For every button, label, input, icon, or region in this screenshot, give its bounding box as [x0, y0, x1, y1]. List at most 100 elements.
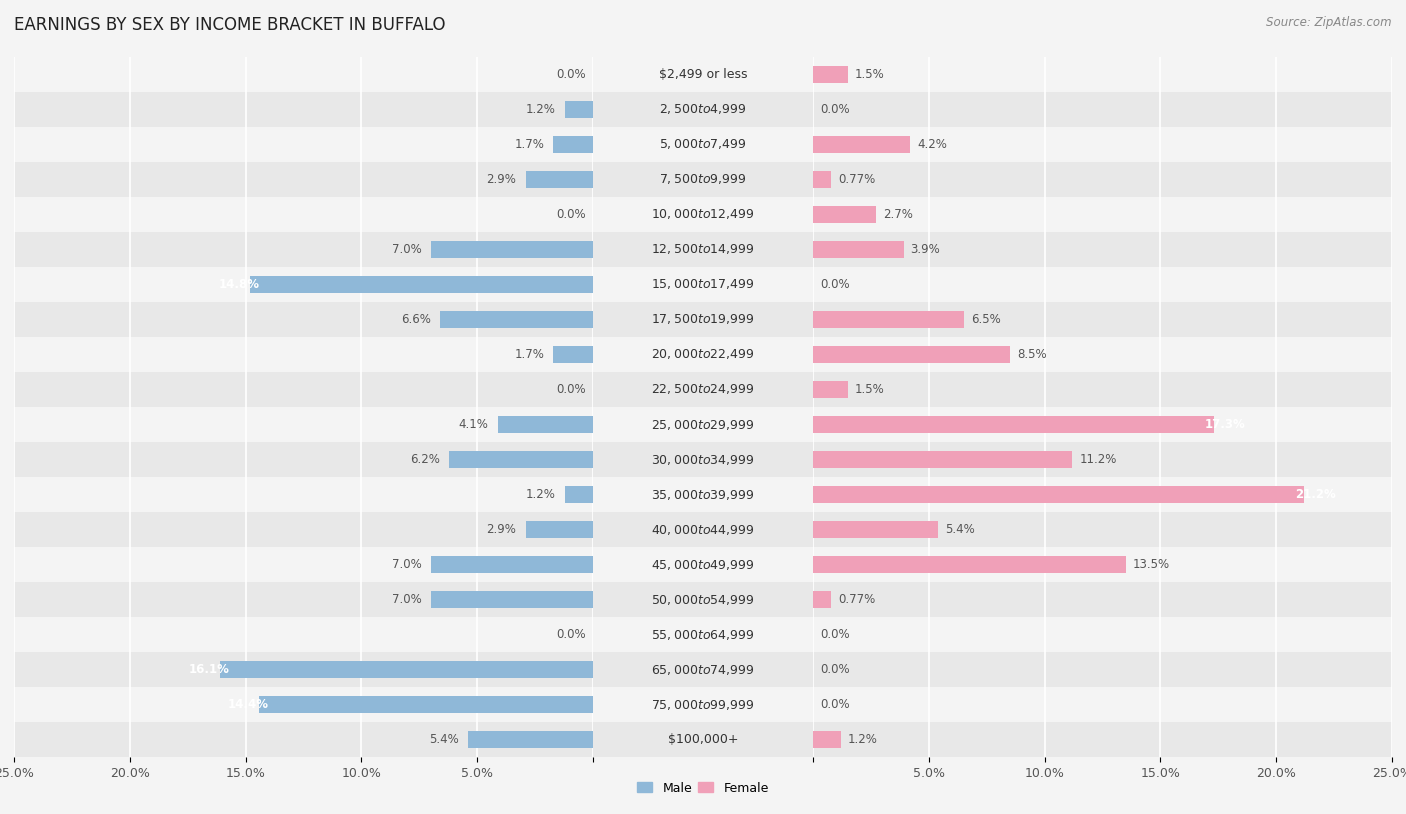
Bar	[440, 311, 593, 328]
Bar	[14, 232, 593, 267]
Bar	[813, 346, 1010, 363]
Bar	[813, 57, 1392, 92]
Bar	[593, 302, 813, 337]
Bar	[14, 547, 593, 582]
Text: 7.0%: 7.0%	[392, 243, 422, 256]
Bar	[526, 171, 593, 188]
Bar	[813, 136, 911, 153]
Bar	[554, 346, 593, 363]
Bar	[14, 582, 593, 617]
Bar	[260, 696, 593, 713]
Bar	[813, 547, 1392, 582]
Bar	[593, 442, 813, 477]
Bar	[593, 547, 813, 582]
Bar	[526, 521, 593, 538]
Bar	[813, 92, 1392, 127]
Bar	[813, 267, 1392, 302]
Bar	[593, 337, 813, 372]
Bar	[813, 722, 1392, 757]
Bar	[813, 162, 1392, 197]
Bar	[813, 66, 848, 83]
Bar	[813, 486, 1303, 503]
Text: 6.5%: 6.5%	[970, 313, 1001, 326]
Text: 7.0%: 7.0%	[392, 558, 422, 571]
Text: 0.0%: 0.0%	[557, 383, 586, 396]
Text: 14.4%: 14.4%	[228, 698, 269, 711]
Text: 16.1%: 16.1%	[188, 663, 229, 676]
Text: Source: ZipAtlas.com: Source: ZipAtlas.com	[1267, 16, 1392, 29]
Bar	[813, 591, 831, 608]
Bar	[593, 582, 813, 617]
Text: 0.0%: 0.0%	[820, 698, 849, 711]
Bar	[14, 267, 593, 302]
Bar	[14, 617, 593, 652]
Text: 0.77%: 0.77%	[838, 173, 876, 186]
Bar	[813, 372, 1392, 407]
Text: $45,000 to $49,999: $45,000 to $49,999	[651, 558, 755, 571]
Legend: Male, Female: Male, Female	[633, 777, 773, 799]
Bar	[813, 687, 1392, 722]
Bar	[813, 416, 1213, 433]
Bar	[14, 442, 593, 477]
Bar	[813, 451, 1073, 468]
Text: $7,500 to $9,999: $7,500 to $9,999	[659, 173, 747, 186]
Text: $22,500 to $24,999: $22,500 to $24,999	[651, 383, 755, 396]
Text: $20,000 to $22,499: $20,000 to $22,499	[651, 348, 755, 361]
Bar	[14, 687, 593, 722]
Text: 5.4%: 5.4%	[429, 733, 458, 746]
Bar	[593, 477, 813, 512]
Text: 1.2%: 1.2%	[848, 733, 877, 746]
Bar	[813, 731, 841, 748]
Bar	[813, 302, 1392, 337]
Bar	[813, 512, 1392, 547]
Text: $10,000 to $12,499: $10,000 to $12,499	[651, 208, 755, 221]
Text: $2,499 or less: $2,499 or less	[659, 68, 747, 81]
Text: 3.9%: 3.9%	[911, 243, 941, 256]
Bar	[565, 486, 593, 503]
Text: $50,000 to $54,999: $50,000 to $54,999	[651, 593, 755, 606]
Text: 7.0%: 7.0%	[392, 593, 422, 606]
Text: $17,500 to $19,999: $17,500 to $19,999	[651, 313, 755, 326]
Text: $55,000 to $64,999: $55,000 to $64,999	[651, 628, 755, 641]
Bar	[14, 407, 593, 442]
Bar	[554, 136, 593, 153]
Text: $30,000 to $34,999: $30,000 to $34,999	[651, 453, 755, 466]
Bar	[250, 276, 593, 293]
Text: $25,000 to $29,999: $25,000 to $29,999	[651, 418, 755, 431]
Bar	[813, 232, 1392, 267]
Bar	[593, 162, 813, 197]
Bar	[565, 101, 593, 118]
Text: 0.0%: 0.0%	[820, 663, 849, 676]
Text: 11.2%: 11.2%	[1080, 453, 1116, 466]
Bar	[14, 302, 593, 337]
Text: $75,000 to $99,999: $75,000 to $99,999	[651, 698, 755, 711]
Bar	[14, 162, 593, 197]
Bar	[813, 127, 1392, 162]
Text: $2,500 to $4,999: $2,500 to $4,999	[659, 103, 747, 116]
Bar	[14, 512, 593, 547]
Bar	[813, 556, 1126, 573]
Text: 13.5%: 13.5%	[1133, 558, 1170, 571]
Bar	[813, 442, 1392, 477]
Bar	[813, 171, 831, 188]
Bar	[14, 722, 593, 757]
Bar	[468, 731, 593, 748]
Bar	[813, 582, 1392, 617]
Bar	[498, 416, 593, 433]
Bar	[593, 267, 813, 302]
Text: 1.7%: 1.7%	[515, 348, 544, 361]
Bar	[593, 372, 813, 407]
Text: 4.1%: 4.1%	[458, 418, 489, 431]
Text: 17.3%: 17.3%	[1205, 418, 1246, 431]
Bar	[813, 477, 1392, 512]
Text: 0.0%: 0.0%	[557, 208, 586, 221]
Bar	[593, 617, 813, 652]
Text: $100,000+: $100,000+	[668, 733, 738, 746]
Text: 2.9%: 2.9%	[486, 523, 516, 536]
Text: $65,000 to $74,999: $65,000 to $74,999	[651, 663, 755, 676]
Bar	[430, 556, 593, 573]
Bar	[593, 407, 813, 442]
Bar	[593, 92, 813, 127]
Bar	[593, 687, 813, 722]
Bar	[14, 477, 593, 512]
